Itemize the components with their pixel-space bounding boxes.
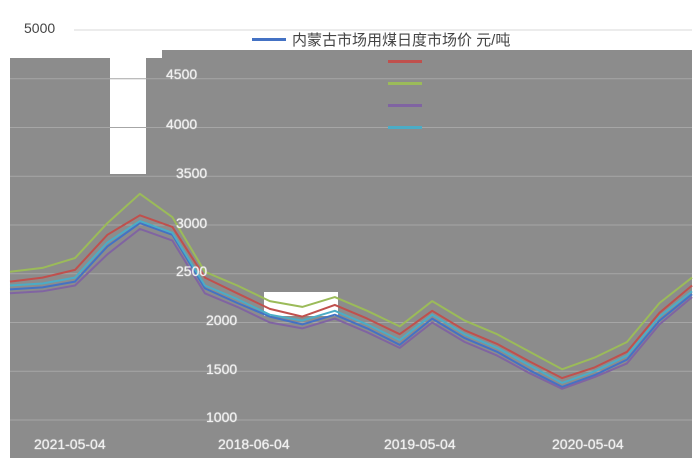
x-tick-2021-05-04: 2021-05-04 bbox=[34, 436, 106, 452]
right-gray-panel bbox=[162, 50, 692, 458]
series-lines bbox=[9, 192, 693, 390]
y-tick-1500: 1500 bbox=[206, 361, 238, 377]
legend-swatch-0 bbox=[252, 37, 286, 41]
series-line-3 bbox=[9, 227, 693, 390]
legend-item-1 bbox=[252, 50, 692, 72]
legend: 内蒙古市场用煤日度市场价 元/吨 bbox=[252, 28, 692, 138]
series-line-4 bbox=[9, 220, 693, 384]
legend-swatch-4 bbox=[388, 125, 422, 129]
series-line-2 bbox=[9, 192, 693, 371]
legend-item-0: 内蒙古市场用煤日度市场价 元/吨 bbox=[252, 28, 692, 50]
y-tick-3500: 3500 bbox=[176, 165, 208, 181]
x-tick-2020-05-04: 2020-05-04 bbox=[552, 436, 624, 452]
x-tick-2019-05-04: 2019-05-04 bbox=[384, 436, 456, 452]
y-tick-2000: 2000 bbox=[206, 312, 238, 328]
legend-swatch-2 bbox=[388, 81, 422, 85]
gridlines bbox=[10, 29, 692, 421]
series-line-1 bbox=[9, 214, 693, 380]
legend-label-0: 内蒙古市场用煤日度市场价 元/吨 bbox=[292, 31, 511, 49]
y-tick-5000: 5000 bbox=[24, 20, 56, 36]
legend-item-3 bbox=[252, 94, 692, 116]
legend-item-2 bbox=[252, 72, 692, 94]
x-tick-2018-06-04: 2018-06-04 bbox=[218, 436, 290, 452]
y-tick-1000: 1000 bbox=[206, 409, 238, 425]
legend-item-4 bbox=[252, 116, 692, 138]
legend-swatch-3 bbox=[388, 103, 422, 107]
left-gray-panel bbox=[10, 58, 192, 458]
y-tick-4500: 4500 bbox=[166, 66, 198, 82]
inset-white-block bbox=[110, 58, 146, 174]
series-line-0 bbox=[9, 222, 693, 388]
y-tick-2500: 2500 bbox=[176, 263, 208, 279]
mid-white-block bbox=[264, 292, 338, 316]
legend-swatch-1 bbox=[388, 59, 422, 63]
y-tick-3000: 3000 bbox=[176, 215, 208, 231]
y-tick-4000: 4000 bbox=[166, 116, 198, 132]
